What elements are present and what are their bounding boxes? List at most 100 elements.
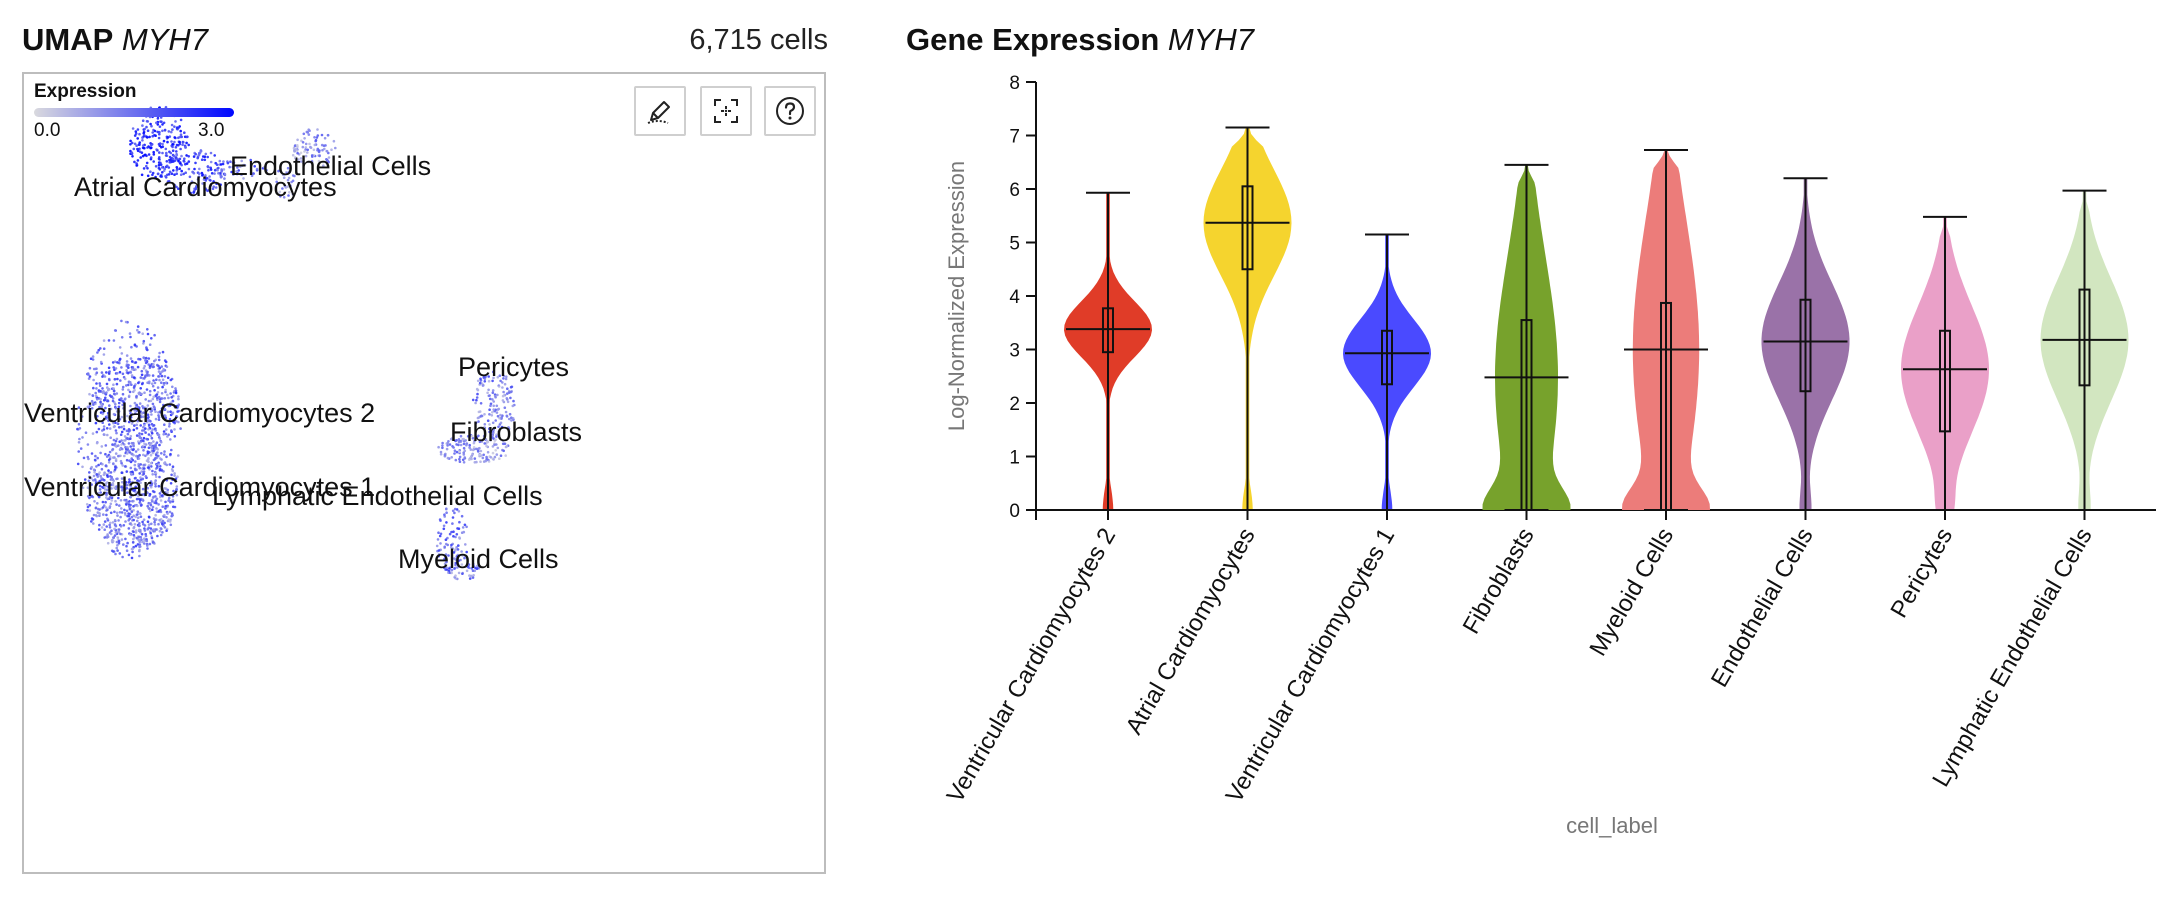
umap-point xyxy=(463,449,467,453)
umap-point xyxy=(123,435,127,438)
umap-point xyxy=(112,392,116,396)
umap-point xyxy=(136,159,140,162)
umap-point xyxy=(149,453,153,457)
umap-point xyxy=(493,455,497,459)
umap-point xyxy=(131,127,135,130)
umap-point xyxy=(443,557,446,561)
umap-point xyxy=(213,154,216,157)
umap-point xyxy=(154,513,157,517)
umap-point xyxy=(142,439,145,443)
x-category-label: Fibroblasts xyxy=(1458,524,1540,639)
umap-point xyxy=(470,434,474,438)
umap-point xyxy=(158,125,162,128)
umap-point xyxy=(332,139,336,143)
umap-point xyxy=(484,437,488,441)
umap-point xyxy=(157,355,161,359)
umap-point xyxy=(106,433,109,437)
umap-point xyxy=(138,466,142,470)
umap-point xyxy=(180,169,183,173)
umap-point xyxy=(468,458,471,462)
umap-point xyxy=(108,394,112,397)
umap-point xyxy=(143,127,146,131)
umap-point xyxy=(150,143,153,147)
help-button[interactable] xyxy=(764,86,816,136)
umap-point xyxy=(150,498,154,502)
umap-point xyxy=(147,399,151,403)
umap-point xyxy=(128,487,131,491)
umap-point xyxy=(163,461,166,465)
umap-point xyxy=(121,555,124,559)
umap-point xyxy=(214,186,218,189)
umap-point xyxy=(106,535,110,539)
umap-point xyxy=(157,395,161,399)
umap-point xyxy=(439,452,443,456)
umap-point xyxy=(479,449,483,453)
umap-point xyxy=(322,164,325,167)
umap-point xyxy=(157,157,161,160)
umap-point xyxy=(121,385,125,389)
umap-point xyxy=(174,146,178,149)
umap-point xyxy=(133,142,137,146)
umap-point xyxy=(151,171,155,175)
umap-point xyxy=(86,505,90,509)
umap-point xyxy=(150,446,154,449)
umap-point xyxy=(483,380,487,383)
umap-point xyxy=(133,401,137,405)
umap-point xyxy=(159,174,162,178)
umap-point xyxy=(140,373,144,377)
umap-point xyxy=(152,405,156,408)
umap-point xyxy=(463,554,467,558)
umap-point xyxy=(205,177,209,180)
umap-point xyxy=(149,531,152,535)
umap-point xyxy=(145,154,148,158)
umap-plot[interactable]: Atrial Cardiomyocytes Endothelial Cells Pe… xyxy=(22,72,826,874)
umap-point xyxy=(492,404,496,408)
umap-point xyxy=(148,542,152,546)
umap-point xyxy=(180,154,183,158)
umap-point xyxy=(163,375,167,378)
umap-point xyxy=(496,414,500,418)
violin-box xyxy=(1381,329,1393,386)
umap-point xyxy=(141,477,145,481)
umap-point xyxy=(154,456,157,460)
umap-point xyxy=(92,479,95,482)
umap-point xyxy=(118,440,121,444)
umap-point xyxy=(143,391,146,395)
umap-point xyxy=(283,173,286,176)
umap-point xyxy=(115,437,119,441)
violin-box xyxy=(2078,288,2091,387)
umap-point xyxy=(116,549,119,552)
umap-point xyxy=(476,379,480,383)
umap-point xyxy=(123,465,127,468)
umap-point xyxy=(156,391,160,394)
umap-point xyxy=(136,519,139,523)
umap-point xyxy=(98,523,101,527)
umap-point xyxy=(142,472,146,476)
umap-point xyxy=(457,440,461,444)
umap-point xyxy=(93,471,96,474)
umap-point xyxy=(299,157,303,160)
umap-point xyxy=(462,453,466,456)
umap-point xyxy=(151,134,154,138)
umap-point xyxy=(141,520,144,524)
umap-point xyxy=(98,382,101,385)
x-category-label: Ventricular Cardiomyocytes 1 xyxy=(1221,524,1400,808)
umap-point xyxy=(131,541,135,544)
umap-point xyxy=(138,539,141,542)
umap-point xyxy=(166,435,169,438)
umap-point xyxy=(98,488,102,491)
lasso-select-button[interactable] xyxy=(634,86,686,136)
umap-point xyxy=(133,343,137,347)
umap-point xyxy=(288,191,291,194)
umap-point xyxy=(304,154,308,158)
umap-point xyxy=(123,482,126,486)
umap-point xyxy=(107,491,110,495)
umap-point xyxy=(142,463,145,467)
umap-point xyxy=(165,479,169,482)
umap-point xyxy=(112,389,116,393)
umap-point xyxy=(138,472,141,475)
umap-point xyxy=(488,423,491,426)
recenter-button[interactable] xyxy=(700,86,752,136)
umap-point xyxy=(130,452,133,455)
